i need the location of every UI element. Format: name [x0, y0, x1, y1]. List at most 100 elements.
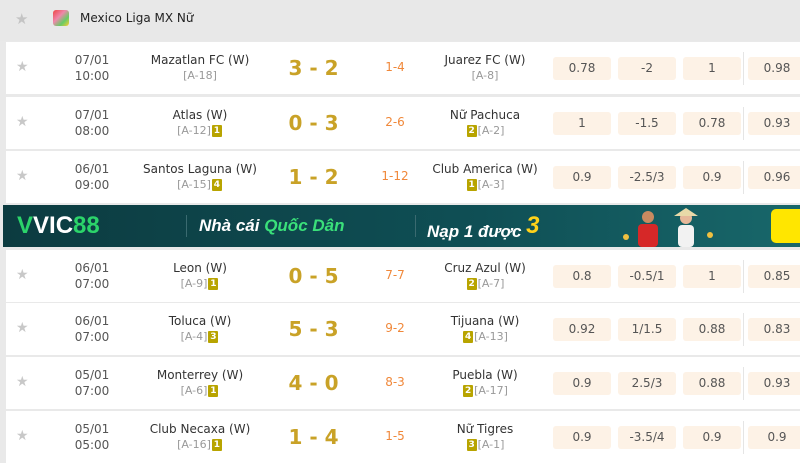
away-team[interactable]: Cruz Azul (W) 2 [A-7] — [410, 260, 560, 292]
away-team[interactable]: Nữ Tigres 3 [A-1] — [410, 421, 560, 453]
home-team[interactable]: Club Necaxa (W) [A-16] 1 — [125, 421, 275, 453]
halftime-score: 8-3 — [385, 375, 405, 389]
match-row[interactable]: ★ 06/01 07:00 Toluca (W) [A-4] 3 5 - 3 9-2 … — [6, 303, 800, 355]
odds-cell[interactable]: -0.5/1 — [618, 265, 676, 288]
match-datetime: 05/01 05:00 — [62, 421, 122, 453]
odds-cell[interactable]: 0.78 — [553, 57, 611, 80]
home-team-name: Leon (W) — [173, 261, 227, 275]
away-team[interactable]: Club America (W) 1 [A-3] — [410, 161, 560, 193]
match-score[interactable]: 0 - 3 — [288, 111, 339, 135]
banner-promo: Nạp 1 được 3 — [427, 212, 540, 241]
odds-cell[interactable]: 0.96 — [748, 166, 800, 189]
odds-cell[interactable]: 0.93 — [748, 372, 800, 395]
home-team[interactable]: Toluca (W) [A-4] 3 — [125, 313, 275, 345]
divider — [743, 161, 744, 194]
home-team[interactable]: Monterrey (W) [A-6] 1 — [125, 367, 275, 399]
odds-cell[interactable]: 0.9 — [683, 166, 741, 189]
home-badge: 1 — [211, 439, 222, 451]
odds-cell[interactable]: 0.93 — [748, 112, 800, 135]
odds-cell[interactable]: 0.92 — [553, 318, 611, 341]
divider — [743, 260, 744, 293]
odds-cell[interactable]: -3.5/4 — [618, 426, 676, 449]
halftime-score: 1-12 — [381, 169, 409, 183]
star-icon[interactable]: ★ — [16, 267, 29, 283]
away-team[interactable]: Puebla (W) 2 [A-17] — [410, 367, 560, 399]
divider — [743, 421, 744, 454]
odds-cell[interactable]: 0.9 — [748, 426, 800, 449]
star-icon[interactable]: ★ — [16, 114, 29, 130]
match-date: 05/01 — [74, 368, 110, 382]
match-row[interactable]: ★ 05/01 05:00 Club Necaxa (W) [A-16] 1 1 - … — [6, 411, 800, 463]
away-badge: 2 — [466, 125, 477, 137]
star-icon[interactable]: ★ — [16, 320, 29, 336]
match-row[interactable]: ★ 06/01 07:00 Leon (W) [A-9] 1 0 - 5 7-7 Cr… — [6, 250, 800, 302]
home-rank: [A-9] — [180, 277, 208, 290]
match-score[interactable]: 0 - 5 — [288, 264, 339, 288]
match-time: 09:00 — [74, 178, 110, 192]
match-date: 06/01 — [74, 261, 110, 275]
match-score[interactable]: 1 - 4 — [288, 425, 339, 449]
star-icon[interactable]: ★ — [16, 168, 29, 184]
match-time: 08:00 — [74, 124, 110, 138]
away-team-name: Tijuana (W) — [450, 314, 520, 328]
odds-cell[interactable]: 0.9 — [683, 426, 741, 449]
match-score[interactable]: 1 - 2 — [288, 165, 339, 189]
away-team-name: Cruz Azul (W) — [444, 261, 526, 275]
home-team-name: Mazatlan FC (W) — [150, 53, 250, 67]
odds-cell[interactable]: 0.88 — [683, 372, 741, 395]
odds-cell[interactable]: 1 — [683, 265, 741, 288]
match-time: 05:00 — [74, 438, 110, 452]
home-badge: 3 — [208, 331, 219, 343]
odds-cell[interactable]: 0.9 — [553, 372, 611, 395]
league-logo-icon — [53, 10, 69, 26]
away-rank: [A-3] — [477, 178, 505, 191]
away-team[interactable]: Tijuana (W) 4 [A-13] — [410, 313, 560, 345]
match-date: 07/01 — [74, 53, 110, 67]
home-team[interactable]: Santos Laguna (W) [A-15] 4 — [125, 161, 275, 193]
ad-banner[interactable]: VVIC88 Nhà cái Quốc Dân Nạp 1 được 3 — [3, 205, 800, 247]
odds-cell[interactable]: 2.5/3 — [618, 372, 676, 395]
halftime-score: 2-6 — [385, 115, 405, 129]
star-icon[interactable]: ★ — [16, 59, 29, 75]
home-team[interactable]: Mazatlan FC (W) [A-18] — [125, 52, 275, 84]
odds-cell[interactable]: 1/1.5 — [618, 318, 676, 341]
odds-cell[interactable]: 0.8 — [553, 265, 611, 288]
home-team-name: Santos Laguna (W) — [143, 162, 257, 176]
odds-cell[interactable]: -2 — [618, 57, 676, 80]
away-team[interactable]: Juarez FC (W) [A-8] — [410, 52, 560, 84]
away-team-name: Nữ Pachuca — [449, 108, 521, 122]
league-header: ★ Mexico Liga MX Nữ — [0, 0, 800, 41]
home-team[interactable]: Atlas (W) [A-12] 1 — [125, 107, 275, 139]
star-icon[interactable]: ★ — [16, 428, 29, 444]
away-badge: 3 — [466, 439, 477, 451]
odds-cell[interactable]: 0.85 — [748, 265, 800, 288]
odds-cell[interactable]: 0.98 — [748, 57, 800, 80]
match-row[interactable]: ★ 07/01 10:00 Mazatlan FC (W) [A-18] 3 - 2… — [6, 42, 800, 94]
odds-cell[interactable]: 0.9 — [553, 426, 611, 449]
match-row[interactable]: ★ 05/01 07:00 Monterrey (W) [A-6] 1 4 - 0 8… — [6, 357, 800, 409]
away-rank: [A-2] — [477, 124, 505, 137]
odds-cell[interactable]: 0.9 — [553, 166, 611, 189]
odds-cell[interactable]: -2.5/3 — [618, 166, 676, 189]
match-score[interactable]: 3 - 2 — [288, 56, 339, 80]
odds-cell[interactable]: 0.88 — [683, 318, 741, 341]
star-icon[interactable]: ★ — [16, 374, 29, 390]
league-title[interactable]: Mexico Liga MX Nữ — [80, 11, 194, 25]
odds-cell[interactable]: 1 — [553, 112, 611, 135]
match-row[interactable]: ★ 07/01 08:00 Atlas (W) [A-12] 1 0 - 3 2-6 … — [6, 97, 800, 149]
home-team-name: Toluca (W) — [168, 314, 232, 328]
match-row[interactable]: ★ 06/01 09:00 Santos Laguna (W) [A-15] 4 1 … — [6, 151, 800, 203]
odds-cell[interactable]: -1.5 — [618, 112, 676, 135]
odds-cell[interactable]: 0.83 — [748, 318, 800, 341]
match-datetime: 06/01 07:00 — [62, 260, 122, 292]
match-score[interactable]: 5 - 3 — [288, 317, 339, 341]
odds-cell[interactable]: 0.78 — [683, 112, 741, 135]
star-icon[interactable]: ★ — [15, 10, 29, 28]
odds-cell[interactable]: 1 — [683, 57, 741, 80]
home-team-name: Monterrey (W) — [156, 368, 244, 382]
away-rank: [A-17] — [474, 384, 508, 397]
banner-cta-button[interactable] — [771, 209, 800, 243]
away-team[interactable]: Nữ Pachuca 2 [A-2] — [410, 107, 560, 139]
home-team[interactable]: Leon (W) [A-9] 1 — [125, 260, 275, 292]
match-score[interactable]: 4 - 0 — [288, 371, 339, 395]
